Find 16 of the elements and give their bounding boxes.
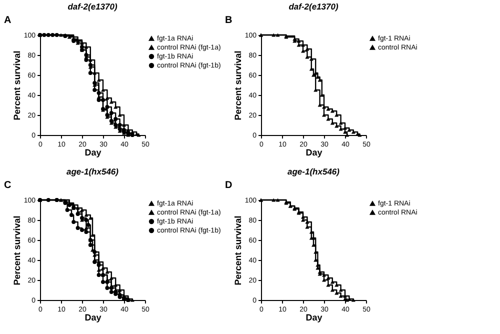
y-axis-title: Percent survival xyxy=(232,216,243,286)
x-axis-title: Day xyxy=(306,148,322,158)
chart-title: daf-2(e1370) xyxy=(288,2,338,12)
text: B xyxy=(225,15,232,26)
y-axis-title: Percent survival xyxy=(12,216,22,286)
chart-title: age-1(hx546) xyxy=(66,166,119,176)
y-axis-title: Percent survival xyxy=(12,50,22,120)
x-axis-title: Day xyxy=(84,312,102,322)
chart-title: daf-2(e1370) xyxy=(68,2,118,12)
x-axis-title: Day xyxy=(84,148,102,158)
text: D xyxy=(225,180,232,191)
text: A xyxy=(4,15,12,26)
y-axis-title: Percent survival xyxy=(232,50,243,120)
chart-title: age-1(hx546) xyxy=(288,166,340,176)
text: C xyxy=(4,180,12,191)
x-axis-title: Day xyxy=(306,312,322,322)
